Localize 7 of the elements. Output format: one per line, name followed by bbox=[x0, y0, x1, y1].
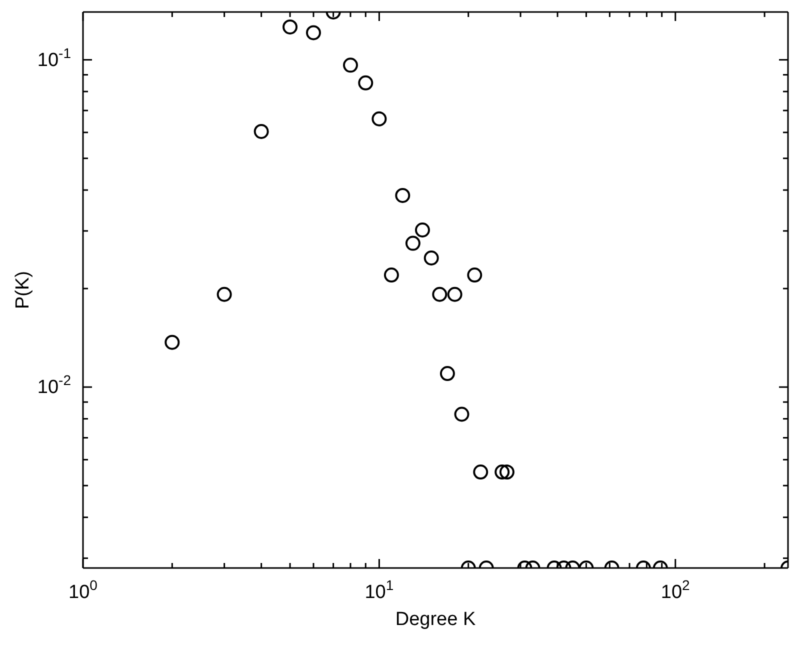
y-tick-label: 10$^{-2}$ bbox=[37, 372, 72, 398]
x-tick-label: 10$^{1}$ bbox=[364, 577, 394, 603]
y-tick-label: 10$^{-1}$ bbox=[37, 44, 72, 71]
x-tick-label: 10$^{2}$ bbox=[660, 577, 690, 603]
y-axis-title: P(K) bbox=[12, 271, 34, 309]
x-tick-label: 10$^{0}$ bbox=[68, 577, 98, 603]
x-axis-title: Degree K bbox=[395, 609, 476, 630]
